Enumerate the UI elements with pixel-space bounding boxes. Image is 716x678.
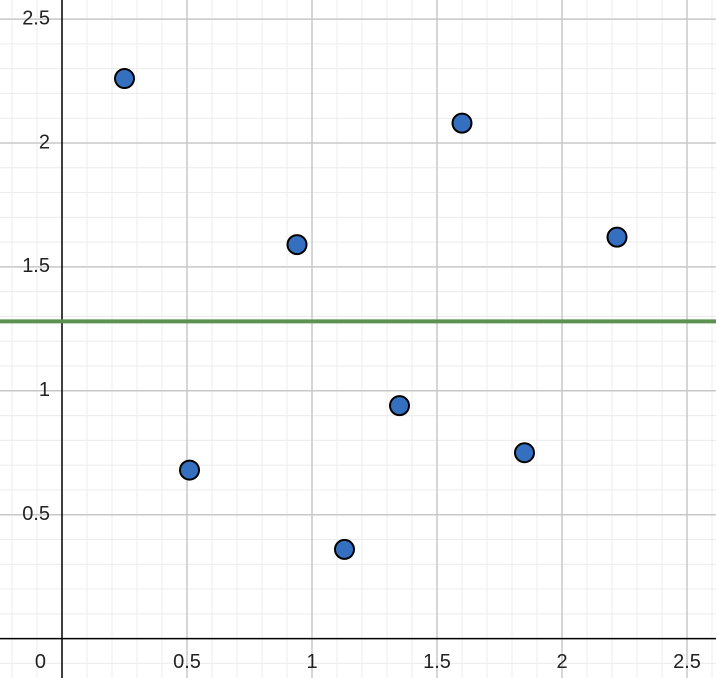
x-tick-label: 2: [556, 651, 567, 673]
y-tick-label: 0.5: [22, 503, 50, 525]
origin-label: 0: [35, 651, 46, 673]
y-tick-label: 2: [39, 131, 50, 153]
y-tick-label: 1: [39, 379, 50, 401]
point: [334, 538, 355, 560]
point: [286, 234, 308, 256]
point: [514, 442, 535, 464]
x-tick-label: 0.5: [173, 651, 201, 673]
point: [114, 68, 135, 90]
point: [179, 459, 200, 481]
x-tick-label: 1: [306, 651, 317, 673]
x-tick-label: 2.5: [673, 651, 701, 673]
y-tick-label: 2.5: [22, 7, 50, 29]
point: [389, 395, 410, 417]
point: [606, 226, 628, 248]
point: [451, 112, 473, 134]
x-tick-label: 1.5: [423, 651, 451, 673]
y-tick-label: 1.5: [22, 255, 50, 277]
